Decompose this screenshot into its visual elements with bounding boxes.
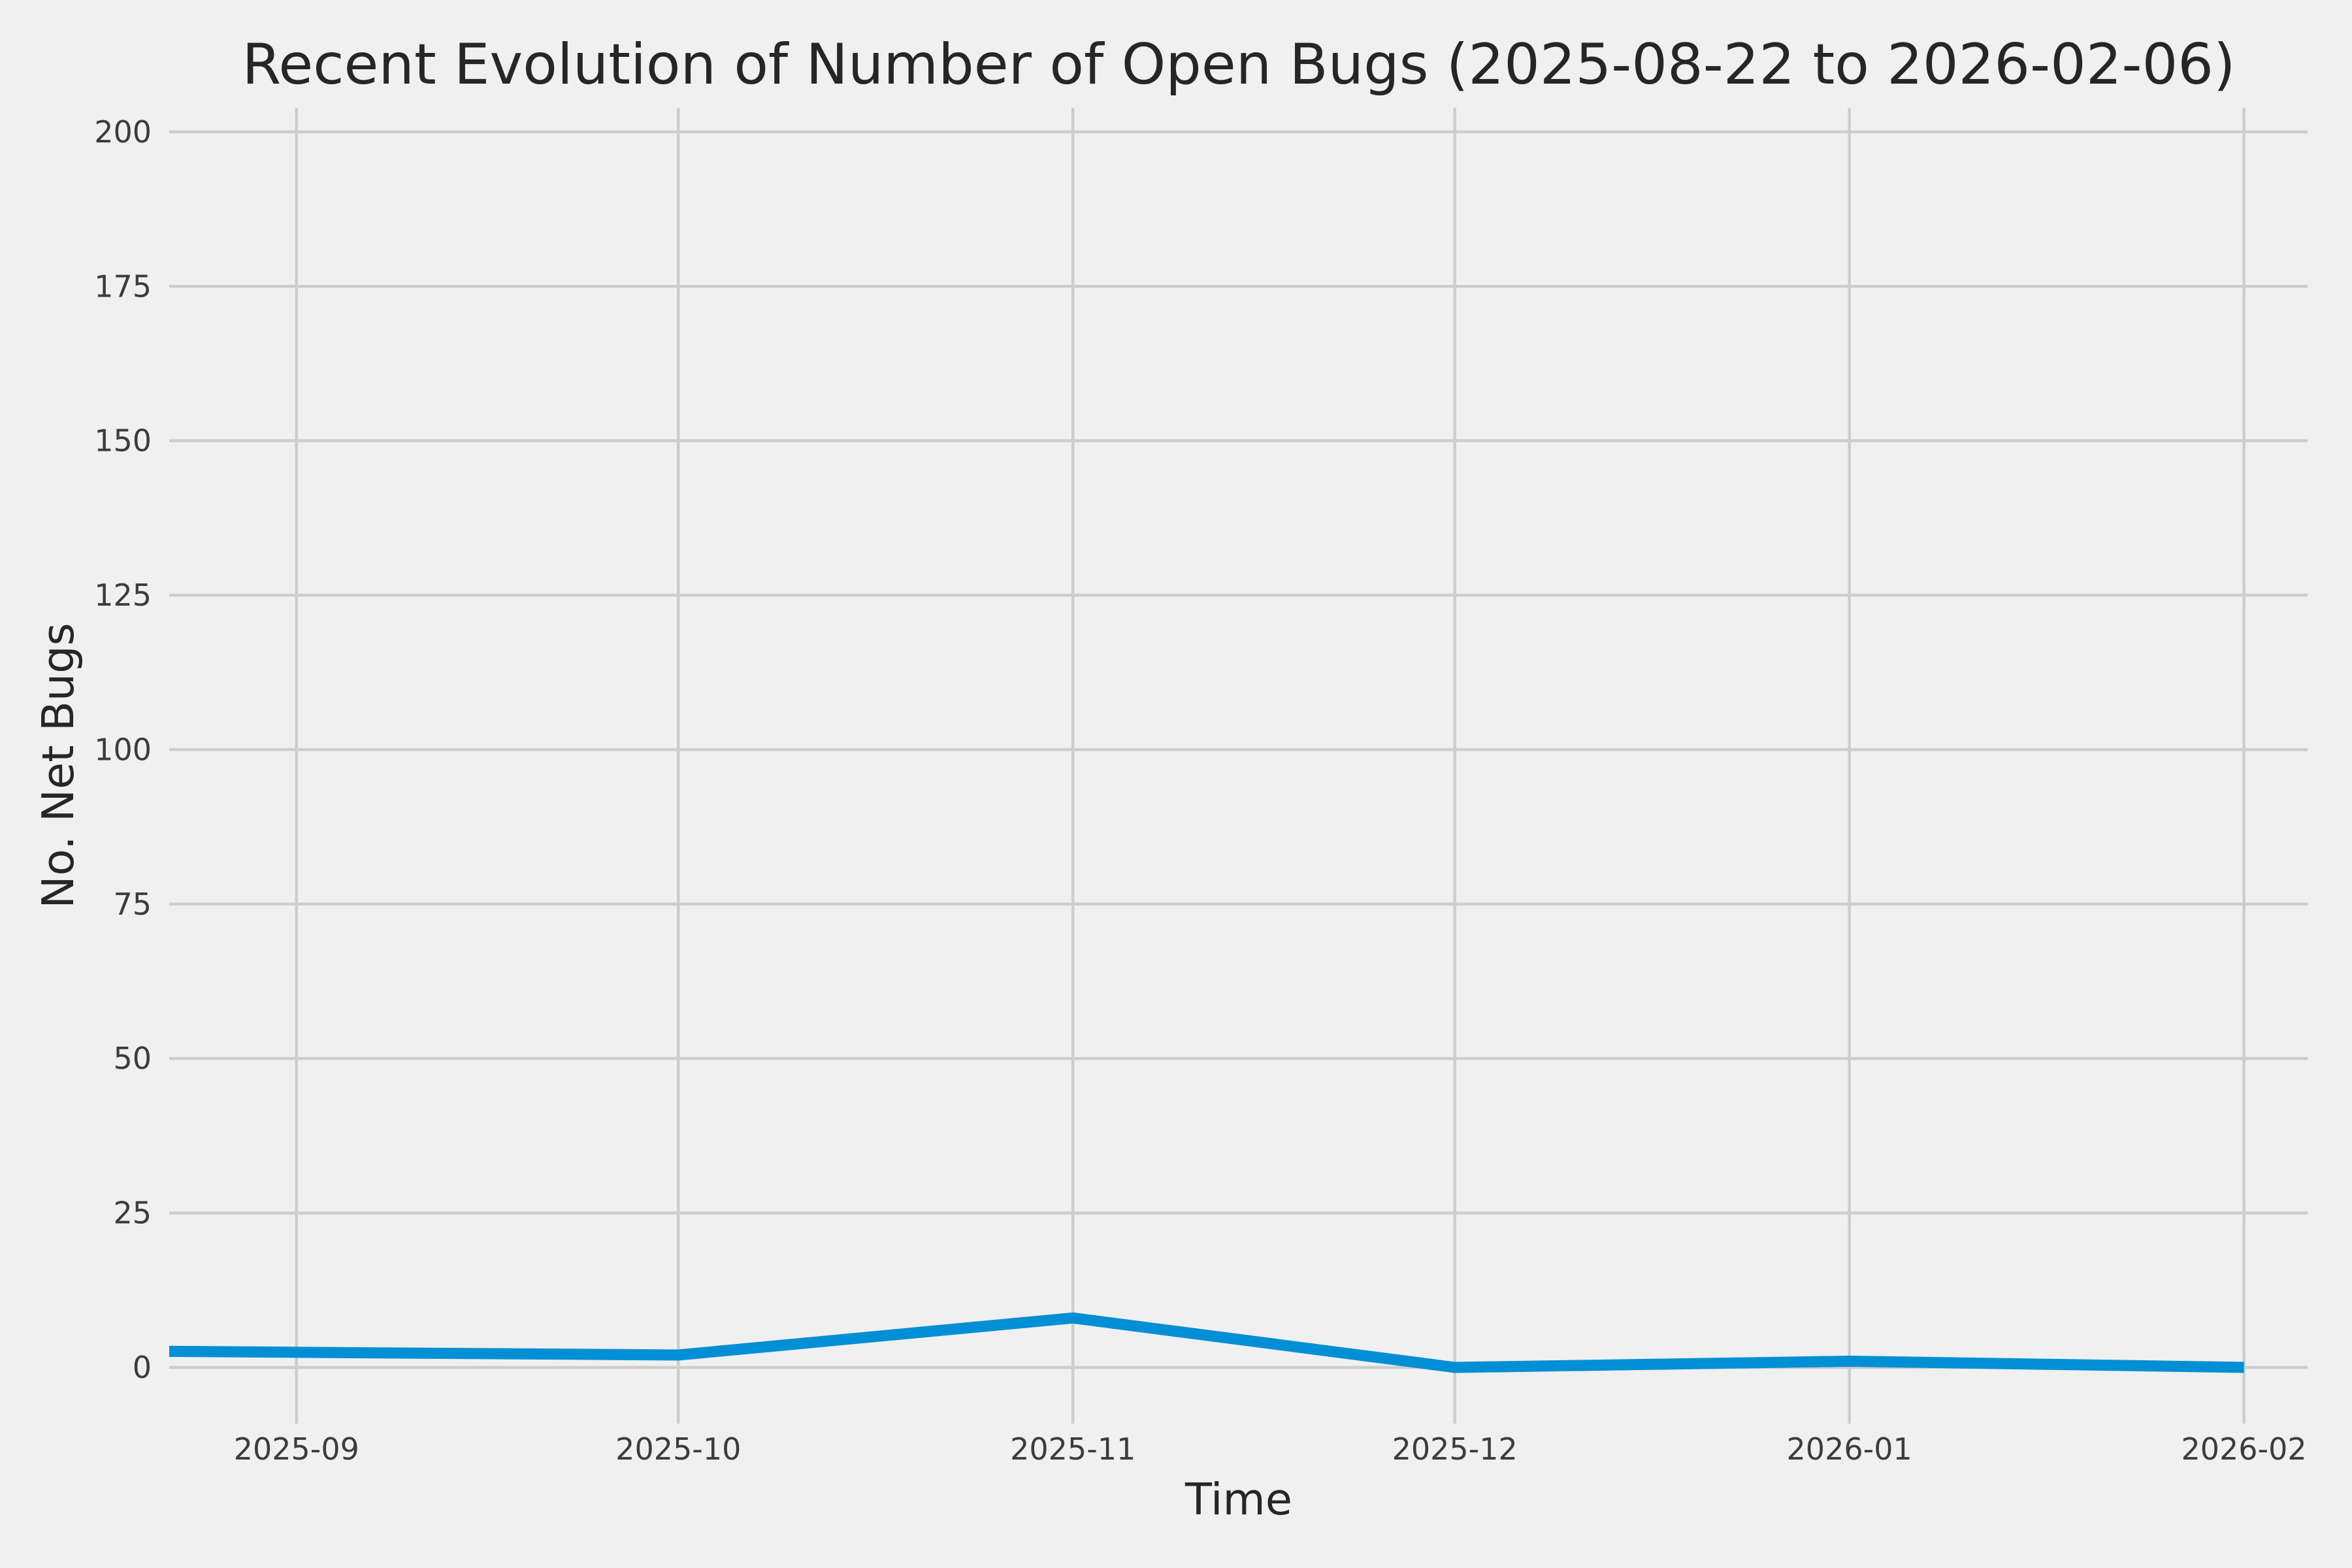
tick-labels: 0 25 50 75 100 125 150 175 200 2025-09 2025-10 2025… (94, 114, 2307, 1467)
x-tick-label-2025-11: 2025-11 (1010, 1431, 1135, 1467)
y-tick-label-50: 50 (113, 1041, 152, 1076)
y-tick-label-200: 200 (94, 114, 152, 150)
x-tick-label-2025-09: 2025-09 (234, 1431, 359, 1467)
x-tick-label-2026-02: 2026-02 (2181, 1431, 2306, 1467)
chart-title: Recent Evolution of Number of Open Bugs … (242, 32, 2235, 97)
x-tick-label-2025-12: 2025-12 (1392, 1431, 1518, 1467)
y-tick-label-100: 100 (94, 732, 152, 767)
y-tick-label-0: 0 (133, 1350, 152, 1385)
x-axis-label: Time (1184, 1474, 1292, 1525)
series-group (169, 1312, 2244, 1373)
x-tick-label-2025-10: 2025-10 (615, 1431, 741, 1467)
x-tick-label-2026-01: 2026-01 (1787, 1431, 1912, 1467)
grid (169, 108, 2308, 1424)
y-tick-label-125: 125 (94, 578, 152, 613)
y-tick-label-75: 75 (113, 887, 152, 922)
series-line-open-bugs (169, 1312, 2244, 1373)
y-tick-label-25: 25 (113, 1196, 152, 1231)
y-tick-label-175: 175 (94, 269, 152, 304)
y-tick-label-150: 150 (94, 423, 152, 459)
y-axis-label: No. Net Bugs (33, 623, 84, 908)
